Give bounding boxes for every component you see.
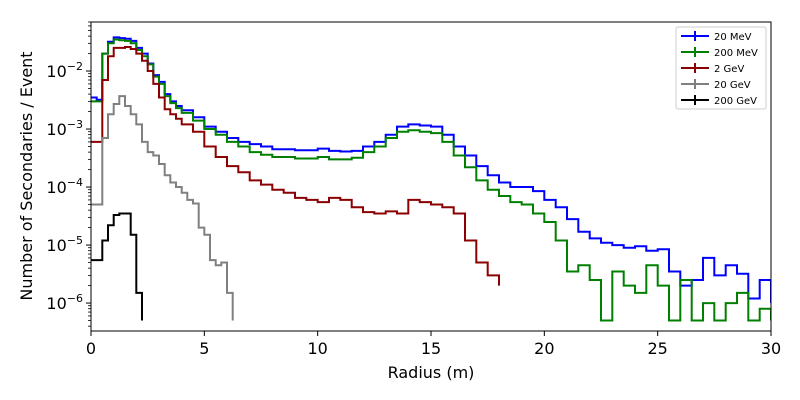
legend-label: 2 GeV (714, 64, 744, 75)
x-tick-label: 0 (86, 339, 96, 358)
legend-item: 20 MeV (681, 31, 752, 43)
legend-label: 20 GeV (714, 80, 751, 91)
y-tick-exponent: −5 (67, 234, 83, 247)
y-tick-exponent: −4 (67, 176, 83, 189)
y-tick-base: 10 (46, 120, 66, 139)
legend: 20 MeV 200 MeV 2 GeV 20 GeV 200 GeV (675, 26, 767, 110)
legend-frame (675, 26, 767, 110)
legend-label: 200 GeV (714, 96, 757, 107)
series-layer (91, 36, 771, 322)
y-tick-label: 10−3 (46, 118, 83, 139)
x-tick-label: 30 (761, 339, 781, 358)
y-tick-base: 10 (46, 236, 66, 255)
legend-label: 20 MeV (714, 32, 752, 43)
x-tick-label: 5 (199, 339, 209, 358)
y-axis: 10−610−510−410−310−2 (46, 21, 91, 327)
x-tick-label: 10 (307, 339, 327, 358)
x-tick-label: 15 (421, 339, 441, 358)
series-line (91, 95, 234, 321)
y-tick-exponent: −2 (67, 60, 83, 73)
series-line (91, 46, 500, 286)
y-tick-base: 10 (46, 294, 66, 313)
series-20-gev (91, 95, 234, 321)
legend-item: 2 GeV (681, 63, 744, 75)
series-line (91, 38, 771, 322)
y-tick-base: 10 (46, 62, 66, 81)
y-tick-base: 10 (46, 178, 66, 197)
y-tick-label: 10−5 (46, 234, 83, 255)
legend-item: 200 GeV (681, 95, 757, 107)
legend-label: 200 MeV (714, 48, 758, 59)
legend-item: 20 GeV (681, 79, 751, 91)
y-axis-label: Number of Secondaries / Event (17, 51, 36, 300)
x-tick-label: 20 (534, 339, 554, 358)
series-line (91, 212, 143, 321)
y-tick-label: 10−2 (46, 60, 83, 81)
plot-area (90, 21, 772, 332)
x-axis-label: Radius (m) (388, 363, 475, 382)
y-tick-exponent: −3 (67, 118, 83, 131)
y-tick-label: 10−6 (46, 292, 83, 313)
x-tick-label: 25 (647, 339, 667, 358)
series-2-gev (91, 46, 500, 286)
x-axis: 0 5 10 15 20 25 30 (86, 331, 781, 358)
legend-item: 200 MeV (681, 47, 758, 59)
y-tick-label: 10−4 (46, 176, 83, 197)
y-tick-exponent: −6 (67, 292, 83, 305)
